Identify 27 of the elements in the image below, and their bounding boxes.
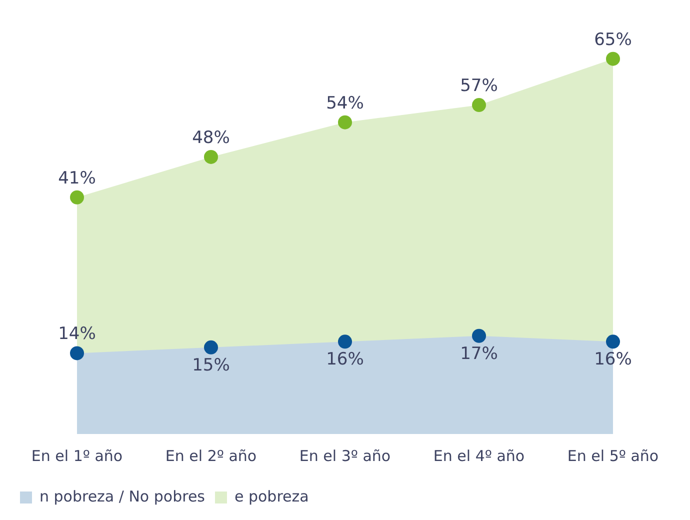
point xyxy=(606,52,620,66)
point xyxy=(70,190,84,204)
point xyxy=(204,150,218,164)
data-label: 17% xyxy=(460,344,498,364)
data-label: 54% xyxy=(326,93,364,114)
x-tick-label: En el 4º año xyxy=(433,446,525,465)
point xyxy=(204,340,218,354)
legend-label: e pobreza xyxy=(234,487,309,506)
legend-label: n pobreza / No pobres xyxy=(40,487,206,506)
x-tick-label: En el 2º año xyxy=(165,446,257,465)
point xyxy=(472,328,486,343)
point xyxy=(70,346,84,360)
point xyxy=(472,98,486,112)
data-label: 14% xyxy=(58,324,96,344)
x-tick-label: En el 3º año xyxy=(299,446,391,465)
x-tick-label: En el 1º año xyxy=(31,446,123,465)
data-label: 48% xyxy=(192,128,230,148)
x-tick-label: En el 5º año xyxy=(567,446,659,465)
point xyxy=(338,115,352,130)
point xyxy=(606,334,620,349)
point xyxy=(338,334,352,349)
data-label: 41% xyxy=(58,168,96,188)
data-label: 57% xyxy=(460,76,498,96)
data-label: 16% xyxy=(594,350,632,370)
data-label: 15% xyxy=(192,355,230,376)
data-label: 16% xyxy=(326,350,364,370)
data-label: 65% xyxy=(594,30,632,50)
